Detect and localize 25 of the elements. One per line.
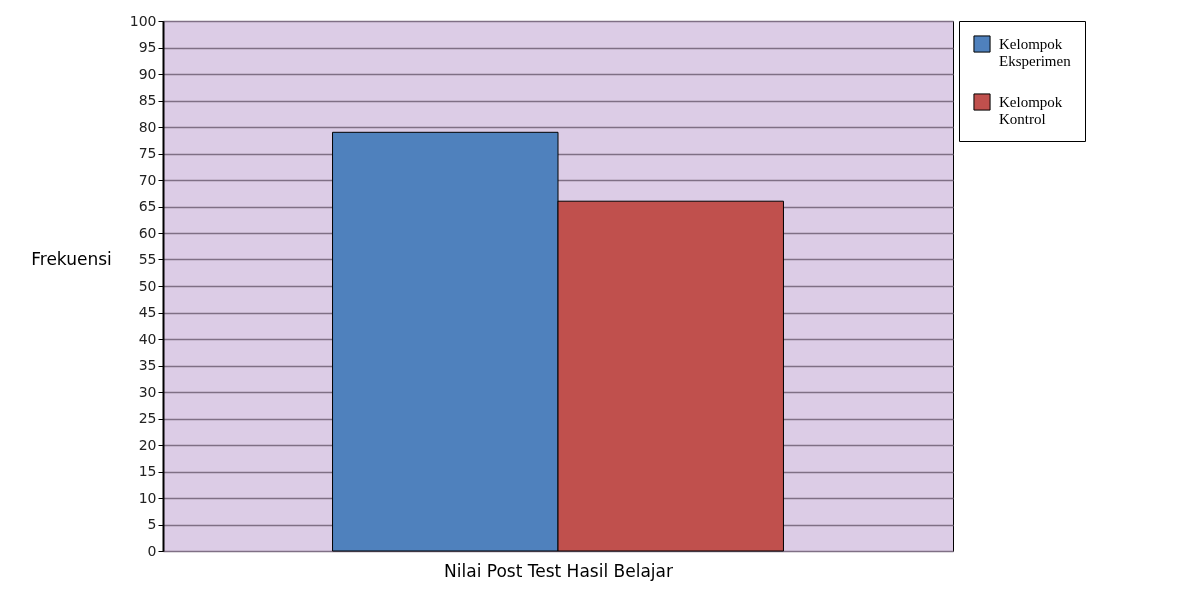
y-tick-label: 5 bbox=[147, 516, 157, 532]
y-tick-label: 90 bbox=[138, 65, 157, 82]
x-axis-title: Nilai Post Test Hasil Belajar bbox=[444, 560, 673, 581]
y-tick-label: 55 bbox=[138, 251, 157, 267]
y-tick-label: 75 bbox=[138, 145, 157, 161]
y-tick-label: 10 bbox=[138, 489, 157, 506]
legend-label: Kelompok Eksperimen bbox=[999, 36, 1072, 69]
y-tick-label: 70 bbox=[138, 171, 157, 188]
y-tick-label: 85 bbox=[138, 92, 157, 108]
y-tick-label: 35 bbox=[138, 357, 157, 373]
y-tick-label: 25 bbox=[138, 410, 157, 426]
y-tick-label: 15 bbox=[138, 463, 157, 479]
y-tick-label: 45 bbox=[138, 304, 157, 320]
y-tick-label: 30 bbox=[138, 383, 157, 400]
y-tick-label: 95 bbox=[138, 39, 157, 55]
y-tick-label: 60 bbox=[138, 224, 157, 241]
y-axis-title: Frekuensi bbox=[31, 249, 112, 269]
y-tick-label: 0 bbox=[147, 542, 157, 559]
y-tick-label: 20 bbox=[138, 436, 157, 453]
legend-label: Kelompok Kontrol bbox=[999, 94, 1063, 127]
y-tick-label: 80 bbox=[138, 118, 157, 135]
y-tick-label: 100 bbox=[129, 12, 157, 29]
y-tick-label: 40 bbox=[138, 330, 157, 347]
y-tick-label: 65 bbox=[138, 198, 157, 214]
y-tick-label: 50 bbox=[138, 277, 157, 294]
